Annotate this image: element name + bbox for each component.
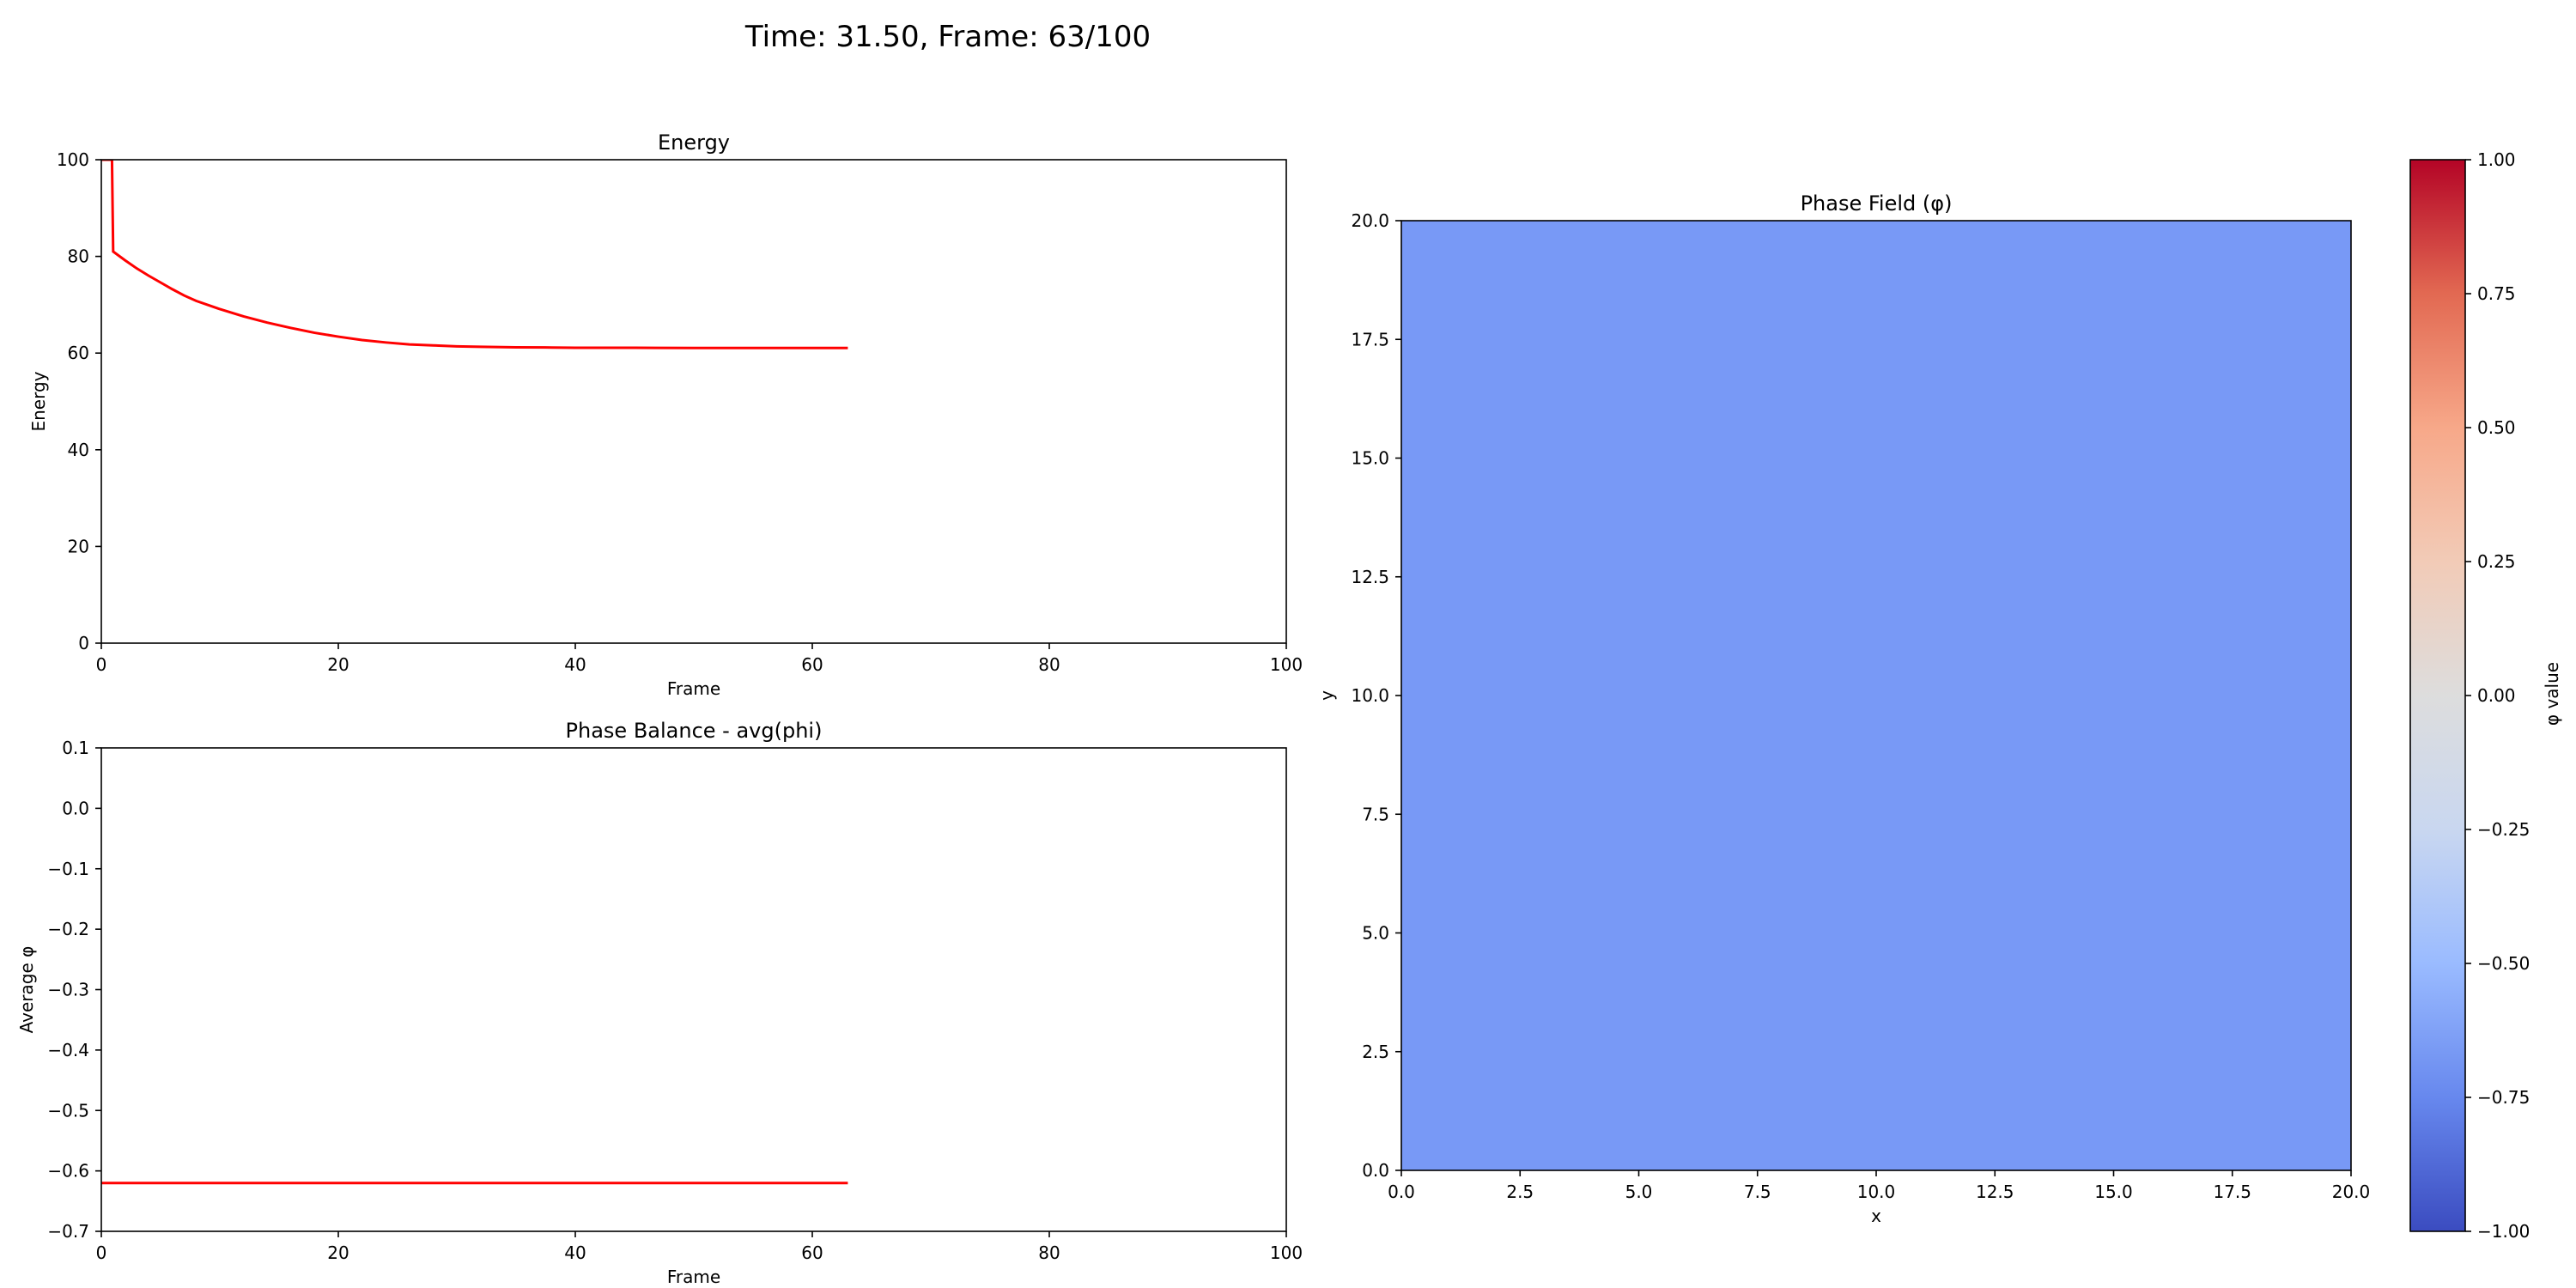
y-tick-label: 40 — [68, 440, 89, 460]
plot-title: Phase Balance - avg(phi) — [566, 719, 823, 743]
x-tick-label: 10.0 — [1857, 1182, 1896, 1202]
x-tick-label: 40 — [564, 1242, 586, 1263]
y-tick-label: 12.5 — [1351, 567, 1389, 587]
x-tick-label: 12.5 — [1976, 1182, 2014, 1202]
colorbar-tick-label: 0.50 — [2477, 417, 2516, 438]
y-axis-label: Average φ — [16, 946, 37, 1034]
x-tick-label: 15.0 — [2094, 1182, 2133, 1202]
y-tick-label: 60 — [68, 343, 89, 363]
x-tick-label: 7.5 — [1744, 1182, 1771, 1202]
y-tick-label: −0.5 — [47, 1100, 89, 1121]
colorbar-tick-label: 0.25 — [2477, 551, 2516, 572]
colorbar-tick-label: −0.25 — [2477, 819, 2530, 840]
y-tick-label: −0.7 — [47, 1221, 89, 1242]
y-tick-label: −0.1 — [47, 859, 89, 879]
series-line-0 — [101, 160, 848, 349]
y-tick-label: 0.0 — [1362, 1160, 1389, 1181]
y-tick-label: 10.0 — [1351, 685, 1389, 706]
colorbar-label: φ value — [2542, 662, 2562, 726]
plot-title: Phase Field (φ) — [1801, 191, 1953, 216]
y-tick-label: 0.0 — [62, 798, 89, 818]
y-tick-label: −0.2 — [47, 919, 89, 939]
x-tick-label: 20 — [327, 1242, 349, 1263]
x-tick-label: 40 — [564, 654, 586, 675]
colorbar-tick-label: −0.75 — [2477, 1087, 2530, 1108]
colorbar-tick-label: −1.00 — [2477, 1221, 2530, 1242]
y-tick-label: 2.5 — [1362, 1042, 1389, 1062]
x-tick-label: 17.5 — [2213, 1182, 2251, 1202]
figure-suptitle: Time: 31.50, Frame: 63/100 — [744, 20, 1151, 54]
y-axis-label: y — [1316, 690, 1337, 701]
x-axis-label: x — [1871, 1206, 1881, 1226]
y-tick-label: 17.5 — [1351, 329, 1389, 349]
y-tick-label: 15.0 — [1351, 448, 1389, 469]
y-tick-label: 7.5 — [1362, 804, 1389, 824]
colorbar-tick-label: −0.50 — [2477, 953, 2530, 974]
plot-frame — [100, 747, 1287, 1232]
y-tick-label: 5.0 — [1362, 923, 1389, 944]
colorbar-tick-label: 1.00 — [2477, 149, 2516, 170]
y-tick-label: 0.1 — [62, 738, 89, 758]
phase-balance-plot: Phase Balance - avg(phi) 0 20 40 60 80 100 0.1 0… — [16, 719, 1303, 1287]
x-tick-label: 100 — [1270, 1242, 1303, 1263]
energy-plot: Energy 0 20 40 60 80 100 0 20 40 60 80 100 Frame Energ… — [28, 131, 1303, 699]
y-tick-label: 100 — [57, 149, 89, 170]
x-tick-label: 2.5 — [1506, 1182, 1534, 1202]
colorbar-gradient — [2410, 160, 2465, 1231]
x-tick-label: 0 — [96, 1242, 107, 1263]
colorbar-tick-label: 0.00 — [2477, 685, 2516, 706]
phase-field-plot: Phase Field (φ) 0.0 2.5 5.0 7.5 10.0 12.5 15.0 1… — [1316, 191, 2370, 1226]
y-tick-label: 20 — [68, 536, 89, 556]
x-tick-label: 20 — [327, 654, 349, 675]
y-tick-label: −0.3 — [47, 980, 89, 1000]
x-tick-label: 0.0 — [1388, 1182, 1415, 1202]
y-tick-label: 80 — [68, 246, 89, 267]
x-tick-label: 5.0 — [1625, 1182, 1653, 1202]
y-tick-label: 0 — [78, 633, 89, 653]
x-axis-label: Frame — [667, 1267, 720, 1287]
y-tick-label: 20.0 — [1351, 210, 1389, 231]
plot-title: Energy — [658, 131, 730, 155]
x-axis-label: Frame — [667, 678, 720, 699]
plot-frame — [100, 159, 1287, 644]
x-tick-label: 20.0 — [2332, 1182, 2371, 1202]
y-axis-label: Energy — [28, 371, 49, 431]
x-tick-label: 60 — [801, 1242, 823, 1263]
x-tick-label: 80 — [1038, 1242, 1060, 1263]
x-tick-label: 100 — [1270, 654, 1303, 675]
y-tick-label: −0.4 — [47, 1040, 89, 1060]
colorbar-tick-label: 0.75 — [2477, 283, 2516, 304]
phi-colorbar: 1.00 0.75 0.50 0.25 0.00 −0.25 −0.50 −0.75 −1.00… — [2409, 149, 2562, 1242]
x-tick-label: 80 — [1038, 654, 1060, 675]
y-tick-label: −0.6 — [47, 1161, 89, 1182]
x-tick-label: 60 — [801, 654, 823, 675]
phase-field-image — [1401, 221, 2351, 1170]
x-tick-label: 0 — [96, 654, 107, 675]
